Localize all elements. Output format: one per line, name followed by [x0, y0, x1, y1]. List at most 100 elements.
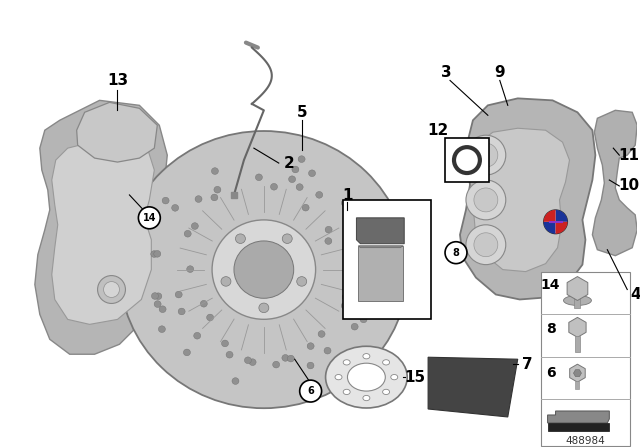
Text: 488984: 488984: [566, 436, 605, 446]
Ellipse shape: [363, 353, 370, 359]
Text: 8: 8: [452, 248, 460, 258]
Polygon shape: [548, 411, 609, 423]
Ellipse shape: [297, 277, 307, 286]
Circle shape: [474, 233, 498, 257]
Ellipse shape: [316, 191, 323, 198]
Ellipse shape: [353, 270, 360, 277]
Ellipse shape: [343, 360, 350, 365]
Ellipse shape: [454, 147, 480, 173]
Wedge shape: [543, 222, 556, 234]
Ellipse shape: [296, 184, 303, 190]
Ellipse shape: [194, 332, 201, 339]
Polygon shape: [52, 135, 154, 324]
Ellipse shape: [159, 306, 166, 313]
Text: 1: 1: [342, 189, 353, 203]
Ellipse shape: [221, 277, 231, 286]
Ellipse shape: [307, 343, 314, 349]
Ellipse shape: [207, 314, 214, 321]
Ellipse shape: [232, 378, 239, 384]
Text: 11: 11: [619, 147, 640, 163]
Ellipse shape: [282, 354, 289, 361]
Ellipse shape: [325, 238, 332, 244]
Ellipse shape: [151, 251, 157, 257]
Circle shape: [466, 180, 506, 220]
Ellipse shape: [364, 238, 371, 245]
Ellipse shape: [172, 205, 179, 211]
Ellipse shape: [363, 396, 370, 401]
Ellipse shape: [211, 168, 218, 174]
Ellipse shape: [249, 359, 256, 366]
Ellipse shape: [214, 186, 221, 193]
Circle shape: [466, 135, 506, 175]
Ellipse shape: [379, 241, 386, 247]
Bar: [575, 297, 580, 308]
Ellipse shape: [374, 295, 381, 302]
Ellipse shape: [298, 156, 305, 163]
Circle shape: [543, 210, 568, 234]
Polygon shape: [428, 357, 518, 417]
Wedge shape: [543, 210, 556, 222]
Circle shape: [445, 242, 467, 263]
Bar: [541, 271, 630, 446]
Polygon shape: [358, 246, 403, 302]
Ellipse shape: [343, 389, 350, 395]
Ellipse shape: [187, 266, 194, 272]
Ellipse shape: [244, 357, 252, 364]
Polygon shape: [474, 128, 570, 271]
Ellipse shape: [178, 308, 185, 315]
Text: 10: 10: [619, 178, 640, 194]
Wedge shape: [556, 222, 568, 234]
Bar: [575, 336, 580, 352]
Circle shape: [466, 225, 506, 265]
Ellipse shape: [348, 363, 385, 391]
Circle shape: [138, 207, 160, 229]
Ellipse shape: [289, 176, 296, 183]
Ellipse shape: [184, 349, 191, 356]
Ellipse shape: [154, 301, 161, 307]
Text: 12: 12: [428, 123, 449, 138]
Ellipse shape: [159, 326, 165, 332]
Ellipse shape: [292, 166, 299, 173]
Circle shape: [300, 380, 321, 402]
Text: 6: 6: [546, 366, 556, 380]
Ellipse shape: [325, 226, 332, 233]
Bar: [445, 138, 489, 182]
Ellipse shape: [360, 316, 367, 323]
Text: 8: 8: [546, 323, 556, 336]
Ellipse shape: [335, 375, 342, 380]
Ellipse shape: [255, 174, 262, 181]
Text: 9: 9: [495, 65, 505, 80]
Ellipse shape: [226, 351, 233, 358]
Ellipse shape: [307, 362, 314, 369]
Text: 7: 7: [522, 357, 533, 372]
Ellipse shape: [342, 293, 349, 300]
Ellipse shape: [211, 194, 218, 201]
Ellipse shape: [358, 253, 365, 260]
Text: 15: 15: [404, 370, 426, 385]
Wedge shape: [556, 210, 568, 222]
Ellipse shape: [326, 346, 407, 408]
Circle shape: [97, 276, 125, 303]
Circle shape: [474, 188, 498, 212]
Ellipse shape: [341, 200, 348, 207]
Ellipse shape: [383, 389, 390, 395]
Text: 4: 4: [630, 287, 640, 302]
Ellipse shape: [154, 250, 161, 257]
Ellipse shape: [391, 375, 397, 380]
Polygon shape: [356, 218, 404, 244]
Ellipse shape: [212, 220, 316, 319]
Ellipse shape: [318, 331, 325, 337]
Ellipse shape: [195, 196, 202, 202]
Text: 5: 5: [296, 105, 307, 120]
Circle shape: [474, 143, 498, 167]
Circle shape: [104, 281, 120, 297]
Text: 13: 13: [107, 73, 128, 88]
Ellipse shape: [152, 293, 159, 299]
Text: 2: 2: [284, 155, 294, 171]
Bar: [575, 381, 579, 389]
Text: 6: 6: [307, 386, 314, 396]
Ellipse shape: [221, 340, 228, 347]
Polygon shape: [593, 110, 637, 256]
Ellipse shape: [234, 241, 294, 298]
Polygon shape: [35, 100, 167, 354]
